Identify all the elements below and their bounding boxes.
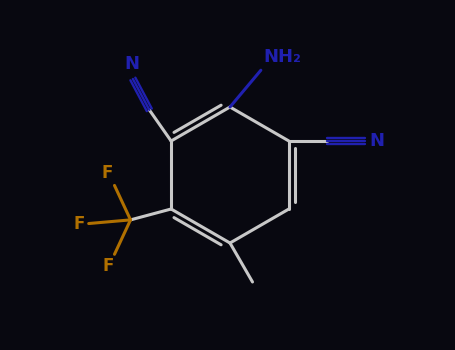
Text: F: F bbox=[73, 215, 85, 232]
Text: F: F bbox=[101, 164, 112, 182]
Text: F: F bbox=[102, 257, 113, 275]
Text: NH₂: NH₂ bbox=[264, 48, 302, 66]
Text: N: N bbox=[369, 132, 384, 150]
Text: N: N bbox=[125, 55, 139, 73]
